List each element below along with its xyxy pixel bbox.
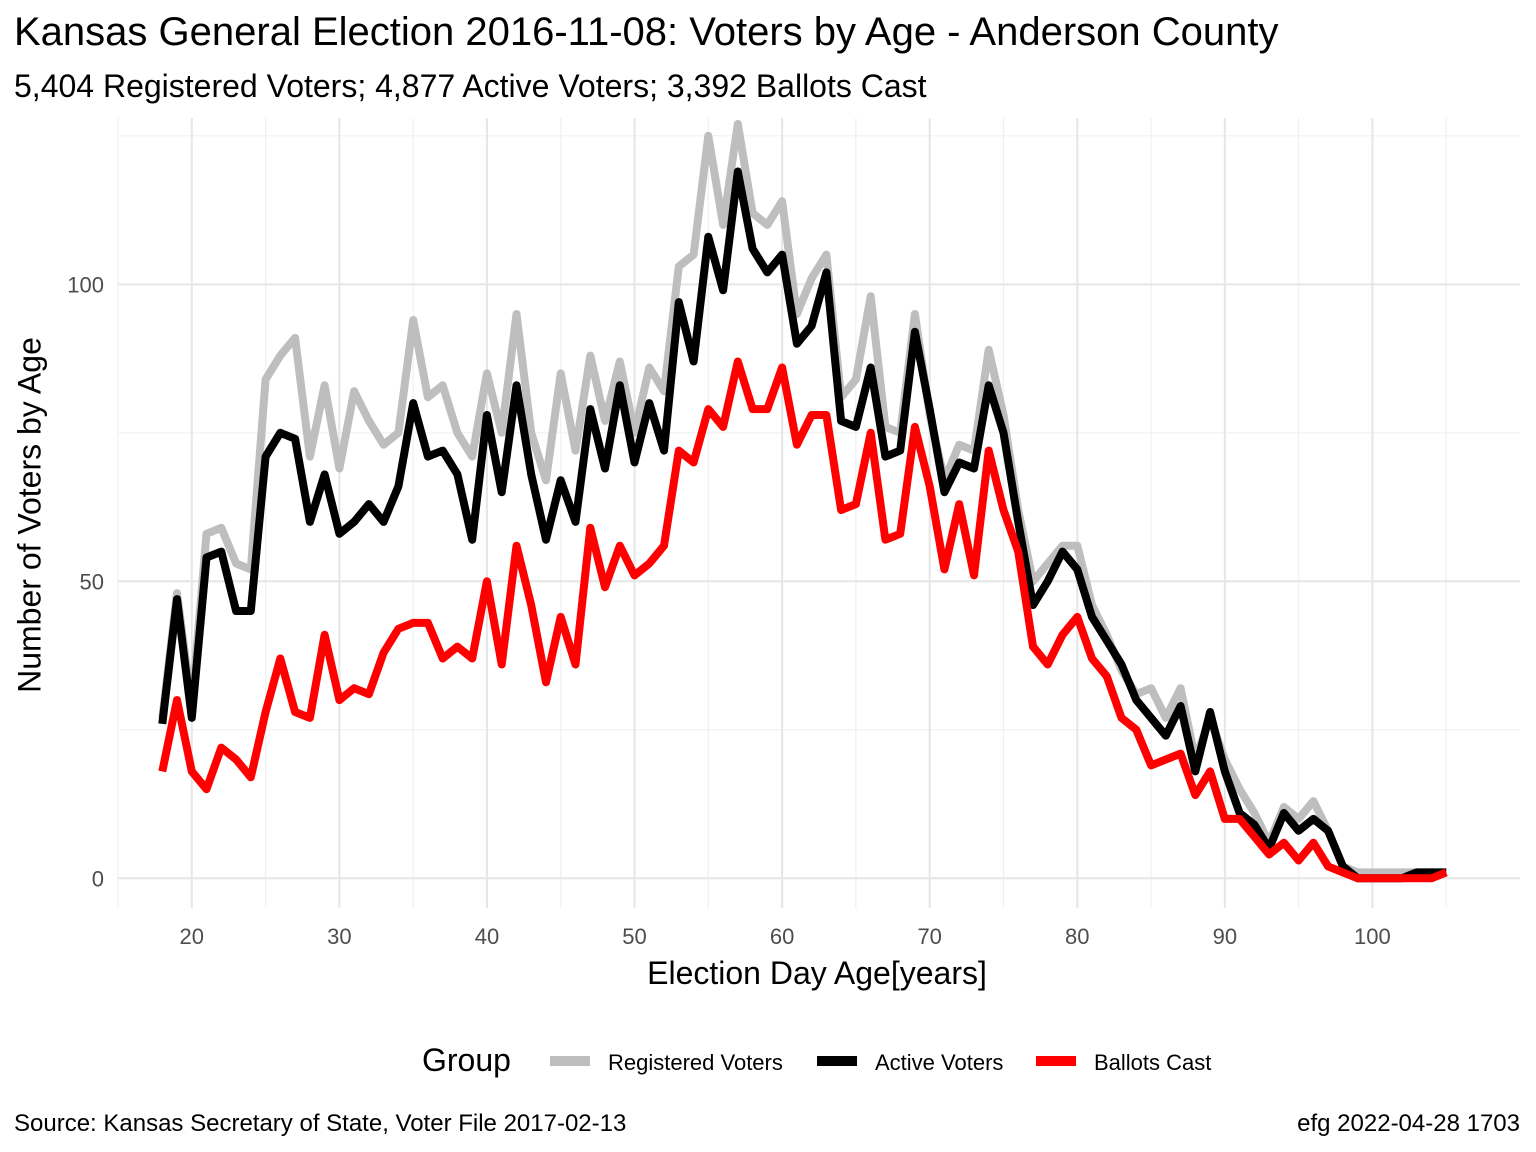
x-tick-label: 100: [1354, 924, 1391, 949]
series-line-ballots-cast: [158, 357, 1448, 883]
y-tick-label: 0: [92, 866, 104, 891]
series-line-active-voters: [158, 167, 1447, 883]
chart-title: Kansas General Election 2016-11-08: Vote…: [14, 10, 1279, 54]
x-tick-label: 90: [1213, 924, 1237, 949]
legend-title: Group: [422, 1042, 511, 1078]
x-tick-label: 30: [327, 924, 351, 949]
series-line-registered-voters: [158, 119, 1447, 877]
grid-lines: [117, 118, 1520, 908]
legend-key-active-voters: [817, 1056, 857, 1066]
x-tick-label: 40: [475, 924, 499, 949]
legend: Group Registered Voters Active Voters Ba…: [0, 1036, 1536, 1088]
axis-tick-labels: 20 30 40 50 60 70 80 90 100 0 50 100: [67, 272, 1390, 949]
legend-label-ballots-cast: Ballots Cast: [1094, 1050, 1212, 1075]
series-lines: [158, 119, 1448, 883]
x-tick-label: 20: [180, 924, 204, 949]
x-tick-label: 50: [622, 924, 646, 949]
x-tick-label: 70: [917, 924, 941, 949]
y-tick-label: 100: [67, 272, 104, 297]
legend-label-active-voters: Active Voters: [875, 1050, 1004, 1075]
chart-subtitle: 5,404 Registered Voters; 4,877 Active Vo…: [14, 68, 927, 104]
legend-label-registered-voters: Registered Voters: [608, 1050, 783, 1075]
x-tick-label: 80: [1065, 924, 1089, 949]
x-tick-label: 60: [770, 924, 794, 949]
y-tick-label: 50: [80, 569, 104, 594]
x-axis-label: Election Day Age[years]: [647, 955, 987, 991]
source-caption: Source: Kansas Secretary of State, Voter…: [14, 1110, 627, 1137]
y-axis-label: Number of Voters by Age: [11, 337, 48, 693]
legend-key-registered-voters: [550, 1056, 590, 1066]
legend-key-ballots-cast: [1036, 1056, 1076, 1066]
credit-caption: efg 2022-04-28 1703: [1297, 1110, 1520, 1137]
